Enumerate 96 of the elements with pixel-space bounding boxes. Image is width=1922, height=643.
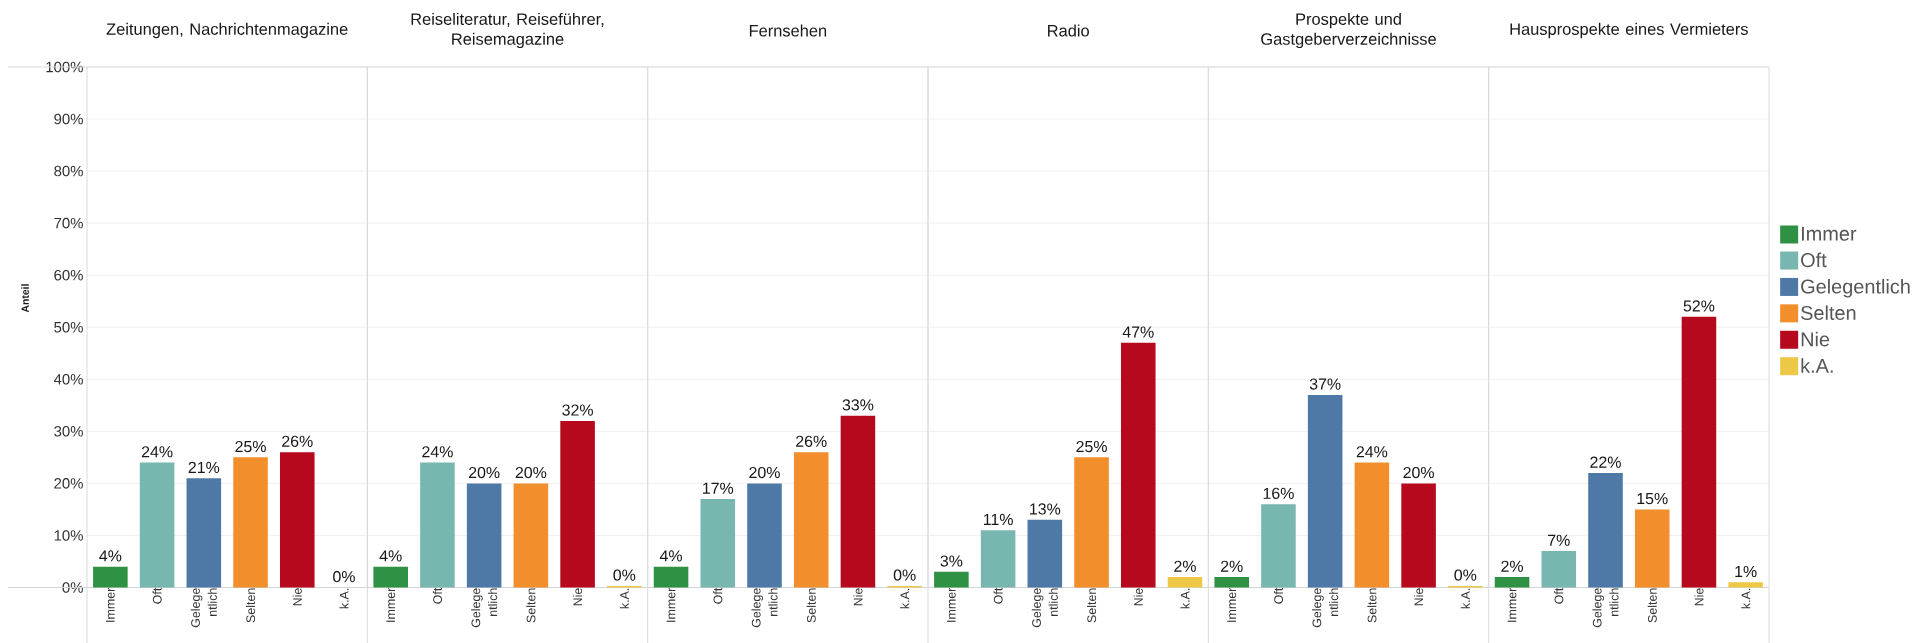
x-tick-label: Gelegentlich: [751, 588, 778, 628]
y-tick-label: 60%: [54, 269, 83, 281]
data-label: 2%: [1220, 560, 1243, 572]
data-label: 15%: [1637, 492, 1668, 505]
data-label: 47%: [1122, 326, 1154, 338]
chart-title: Reiseliteratur, Reiseführer, Reisemagazine: [411, 12, 604, 49]
x-tick-label: Selten: [806, 588, 816, 623]
data-label: 17%: [703, 482, 734, 494]
x-tick-label: Oft: [713, 587, 723, 604]
data-label: 4%: [99, 550, 122, 562]
x-tick-label: k.A.: [1741, 588, 1751, 609]
x-tick-label: Immer: [386, 587, 396, 622]
x-tick-label: Nie: [1133, 588, 1143, 606]
data-label: 20%: [515, 466, 547, 479]
legend-label: Gelegentlich: [1801, 278, 1910, 298]
data-label: 4%: [659, 550, 682, 562]
y-tick-label: 0%: [62, 582, 83, 593]
data-label: 20%: [469, 466, 500, 479]
chart-title: Fernsehen: [749, 24, 827, 37]
data-label: 24%: [1356, 446, 1388, 458]
chart-title: Prospekte und Gastgeberverzeichnisse: [1261, 12, 1436, 49]
x-tick-label: Selten: [245, 588, 256, 623]
legend-label: Oft: [1801, 252, 1827, 268]
x-tick-label: Selten: [1367, 588, 1377, 623]
data-label: 0%: [1454, 569, 1477, 581]
x-tick-label: k.A.: [619, 588, 629, 609]
legend-label: Immer: [1801, 226, 1857, 241]
data-label: 26%: [796, 435, 827, 447]
x-tick-label: Immer: [666, 587, 676, 622]
x-tick-label: Nie: [853, 588, 863, 606]
data-label: 52%: [1683, 300, 1715, 312]
y-tick-label: 90%: [54, 113, 83, 125]
data-label: 0%: [333, 571, 355, 583]
data-label: 24%: [422, 446, 453, 458]
x-tick-label: Nie: [1694, 588, 1704, 606]
data-label: 11%: [983, 513, 1013, 526]
x-tick-label: Immer: [947, 587, 956, 622]
x-tick-label: k.A.: [1180, 588, 1190, 609]
x-tick-label: Nie: [1414, 588, 1424, 606]
data-label: 0%: [893, 569, 916, 581]
data-label: 3%: [940, 555, 963, 567]
x-tick-label: Oft: [432, 587, 442, 604]
x-tick-label: k.A.: [1460, 588, 1470, 609]
data-label: 26%: [282, 435, 313, 447]
data-label: 20%: [1403, 466, 1434, 479]
data-label: 25%: [235, 440, 266, 453]
data-label: 20%: [749, 466, 780, 479]
data-label: 33%: [842, 399, 874, 411]
x-tick-label: Gelegentlich: [190, 588, 217, 628]
chart-title: Zeitungen, Nachrichtenmagazine: [106, 22, 348, 39]
data-label: 7%: [1548, 534, 1570, 546]
x-tick-label: Immer: [1507, 587, 1517, 622]
data-label: 37%: [1309, 378, 1341, 390]
legend-label: k.A.: [1801, 358, 1833, 373]
y-tick-label: 80%: [54, 165, 83, 177]
x-tick-label: Selten: [1647, 588, 1657, 623]
data-label: 24%: [141, 446, 173, 458]
data-label: 32%: [562, 404, 593, 416]
chart-title: Radio: [1048, 24, 1089, 37]
x-tick-label: Oft: [993, 587, 1003, 604]
y-tick-label: 10%: [54, 530, 83, 541]
y-tick-label: 70%: [54, 217, 83, 229]
data-label: 16%: [1263, 487, 1294, 499]
y-tick-label: 30%: [54, 426, 83, 437]
y-tick-label: 40%: [53, 373, 83, 385]
y-tick-label: 50%: [54, 321, 83, 333]
x-tick-label: Immer: [1227, 587, 1237, 622]
data-label: 2%: [1501, 560, 1524, 572]
x-tick-label: Gelegentlich: [1592, 588, 1619, 628]
legend-label: Nie: [1801, 331, 1830, 347]
data-label: 4%: [379, 550, 402, 562]
data-label: 22%: [1590, 456, 1621, 468]
x-tick-label: k.A.: [900, 588, 910, 609]
x-tick-label: Gelegentlich: [471, 588, 498, 628]
x-tick-label: Oft: [152, 587, 162, 604]
data-label: 13%: [1030, 503, 1061, 515]
x-tick-label: Selten: [1086, 588, 1097, 623]
data-label: 0%: [613, 569, 636, 581]
x-tick-label: Gelegentlich: [1312, 588, 1339, 628]
data-label: 25%: [1076, 440, 1107, 453]
y-tick-label: 100%: [46, 61, 83, 73]
chart-title: Hausprospekte eines Vermieters: [1510, 22, 1748, 39]
x-tick-label: Oft: [1554, 587, 1564, 604]
x-tick-label: Oft: [1273, 587, 1284, 604]
x-tick-label: Immer: [106, 587, 115, 622]
legend-label: Selten: [1801, 305, 1856, 321]
data-label: 21%: [188, 461, 220, 473]
x-tick-label: Nie: [573, 588, 583, 606]
data-label: 1%: [1735, 565, 1757, 578]
y-axis-title: Anteil: [21, 284, 29, 313]
y-tick-label: 20%: [54, 478, 83, 489]
x-tick-label: k.A.: [339, 588, 349, 609]
x-tick-label: Nie: [292, 588, 302, 606]
x-tick-label: Gelegentlich: [1031, 588, 1058, 628]
data-label: 2%: [1174, 560, 1196, 572]
x-tick-label: Selten: [526, 588, 536, 623]
